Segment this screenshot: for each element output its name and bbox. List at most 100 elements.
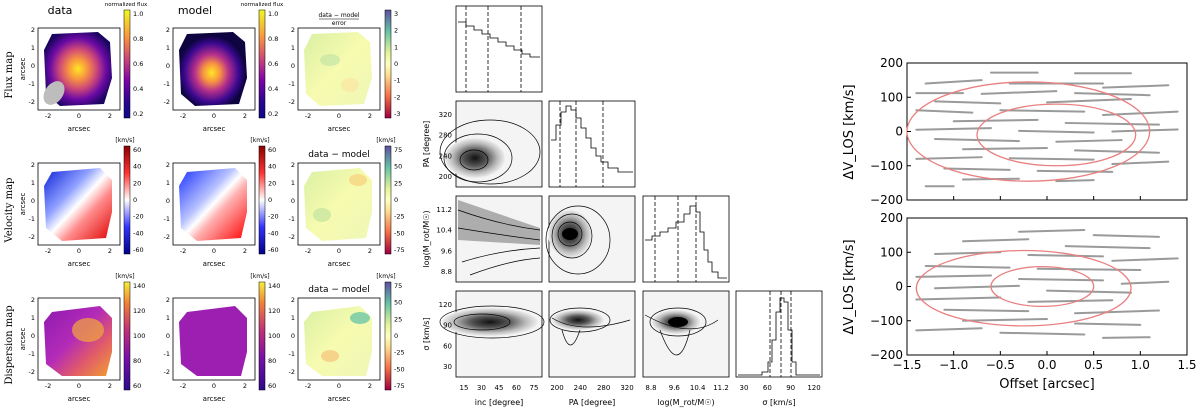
corner-xtick: 30 [477, 384, 486, 392]
corner-xtick: 75 [530, 384, 539, 392]
flux-residual-map [297, 27, 381, 111]
map-ytick: -1 [164, 80, 170, 88]
map-ytick: -1 [164, 350, 170, 358]
map-ytick: 2 [31, 296, 35, 304]
colorbar-label: [km/s] [115, 273, 134, 280]
map-ytick: -2 [29, 368, 35, 376]
map-ytick: 0 [291, 197, 295, 205]
pv-ytick: −200 [870, 193, 903, 207]
colorbar-tick: 50 [394, 163, 402, 171]
x-axis-label: arcsec [203, 260, 226, 268]
hist-pa [548, 100, 636, 188]
map-ytick: -2 [289, 98, 295, 106]
pv-ytick: 200 [880, 56, 903, 70]
flux-colorbar-data: normalized flux [105, 2, 148, 119]
colorbar-tick: -50 [394, 229, 405, 237]
pv-ytick: 0 [895, 125, 903, 139]
pv-segment [1018, 228, 1086, 233]
x-axis-label: arcsec [203, 125, 226, 133]
map-xtick: -2 [305, 247, 311, 255]
y-axis-label: arcsec [19, 58, 27, 81]
dispersion-residual-map [297, 297, 381, 381]
map-xtick: 2 [243, 382, 247, 390]
pv-segment [1102, 336, 1151, 339]
corner-plot: inc [degree] PA [degree] log(M_rot/M☉) σ… [422, 5, 823, 407]
map-xtick: 0 [77, 112, 81, 120]
corner-ytick: 120 [439, 301, 452, 309]
beam-ellipse [43, 81, 65, 105]
map-grid: data model Flux map Velocity map Dispers… [4, 2, 405, 403]
map-ytick: -2 [164, 368, 170, 376]
map-xtick: -2 [180, 112, 186, 120]
map-ytick: -2 [289, 233, 295, 241]
colorbar-tick: -40 [268, 229, 279, 237]
colorbar-ticks: 1.0 0.8 0.6 0.4 0.2 1.0 0.8 0.6 0.4 0.2 3 2 1 0 -1 -2 -3… [133, 10, 405, 390]
col-title-model: model [178, 4, 212, 17]
map-ytick: 1 [166, 44, 170, 52]
corner-xlabel-sigma: σ [km/s] [762, 398, 795, 407]
map-ytick: -2 [289, 368, 295, 376]
colorbar-tick: 0.2 [268, 110, 278, 118]
x-axis-label: arcsec [328, 260, 351, 268]
colorbar-tick: 1.0 [268, 10, 278, 18]
colorbar-tick: -40 [133, 229, 144, 237]
colorbar-tick: 25 [394, 315, 402, 323]
corner-ytick: 280 [439, 132, 452, 140]
corner-xtick: 15 [460, 384, 469, 392]
pv-segment [1102, 84, 1170, 89]
colorbar-tick: 1.0 [133, 10, 143, 18]
colorbar-tick: 75 [394, 282, 402, 290]
corner-ylabel-pa: PA [degree] [422, 121, 431, 168]
pv-segment [1055, 179, 1095, 183]
corner-xtick: 280 [597, 384, 610, 392]
map-xtick: 2 [368, 382, 372, 390]
dispersion-model-map [172, 297, 256, 381]
map-ytick: 2 [166, 296, 170, 304]
corner-xtick: 200 [550, 384, 563, 392]
corner-xtick: 10.4 [690, 384, 706, 392]
map-xtick: -2 [305, 112, 311, 120]
pv-ytick: 100 [880, 245, 903, 259]
pv-segment [1064, 121, 1160, 126]
pv-top-ylabel: ΔV_LOS [km/s] [842, 84, 857, 179]
map-ytick: 2 [291, 26, 295, 34]
corner-xtick: 60 [763, 384, 772, 392]
colorbar-tick: 140 [268, 282, 280, 290]
velocity-data-map [37, 162, 121, 246]
map-ytick: -1 [29, 350, 35, 358]
row-label-flux: Flux map [4, 51, 15, 98]
corner-xtick: 45 [495, 384, 504, 392]
pv-segment [1027, 299, 1114, 303]
colorbar-tick: 1 [394, 43, 398, 51]
map-ytick: 0 [291, 332, 295, 340]
map-ytick: 0 [166, 62, 170, 70]
pv-segment [924, 264, 1011, 269]
colorbar-tick: 60 [133, 146, 141, 154]
colorbar-tick: -60 [268, 246, 279, 254]
pv-segment [924, 79, 983, 85]
colorbar-label: [km/s] [250, 273, 269, 280]
velocity-model-map [172, 162, 256, 246]
flux-residual-colorbar: data − model error [318, 9, 392, 119]
map-xtick: 0 [337, 112, 341, 120]
hist-inc [455, 5, 543, 93]
corner-ytick: 90 [443, 322, 452, 330]
pv-ytick: −100 [870, 159, 903, 173]
dispersion-residual-colorbar: data − model [km/s] [308, 273, 396, 391]
colorbar-tick: -75 [394, 382, 405, 390]
pv-segment [915, 296, 1002, 301]
corner-xtick: 9.6 [669, 384, 681, 392]
map-ytick: -2 [29, 233, 35, 241]
residual-title: data − model [308, 285, 370, 295]
x-axis-label: arcsec [68, 260, 91, 268]
pv-contour [976, 103, 1137, 167]
corner-xtick: 120 [807, 384, 820, 392]
colorbar-label: normalized flux [241, 2, 284, 8]
map-ytick: -1 [29, 215, 35, 223]
pv-xtick: −1.5 [892, 358, 921, 372]
pv-segment [1064, 245, 1151, 250]
colorbar-tick: 0.4 [133, 85, 143, 93]
colorbar-tick: -25 [394, 349, 405, 357]
